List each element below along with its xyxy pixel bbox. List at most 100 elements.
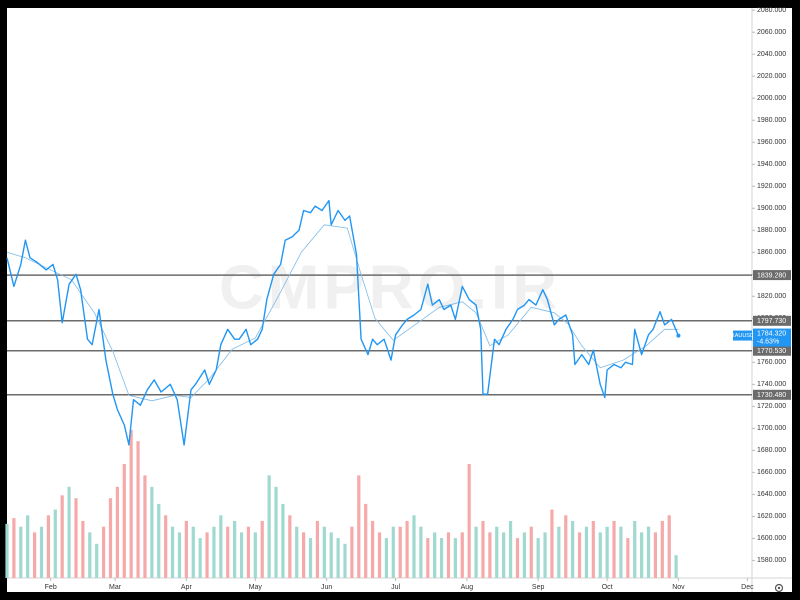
volume-bar xyxy=(626,538,630,578)
volume-bar xyxy=(157,503,161,578)
volume-bar xyxy=(488,532,492,578)
volume-bar xyxy=(377,532,382,578)
volume-bar xyxy=(412,515,416,578)
volume-bar xyxy=(598,532,602,578)
volume-bar xyxy=(322,526,326,578)
volume-bar xyxy=(302,532,306,578)
volume-bar xyxy=(253,532,257,578)
y-tick-label: 2000.000 xyxy=(757,95,786,102)
settings-icon[interactable] xyxy=(774,583,784,593)
y-tick-label: 1600.000 xyxy=(757,535,786,542)
y-tick-label: 1580.000 xyxy=(757,557,786,564)
level-label-box xyxy=(753,270,791,281)
volume-bar xyxy=(646,526,651,578)
volume-bar xyxy=(46,515,50,578)
y-tick-label: 1740.000 xyxy=(757,381,786,388)
volume-bar xyxy=(439,538,444,578)
volume-bar xyxy=(246,526,251,578)
x-tick-label: Oct xyxy=(602,584,613,591)
volume-bar xyxy=(550,509,554,578)
volume-bar xyxy=(26,515,30,578)
volume-bar xyxy=(460,532,464,578)
average-line xyxy=(6,224,679,402)
y-tick-label: 2020.000 xyxy=(757,73,786,80)
volume-bar xyxy=(260,521,264,578)
volume-bar xyxy=(640,532,644,578)
volume-bar xyxy=(522,532,526,578)
watermark: CMPRO.IR xyxy=(219,253,561,322)
price-line xyxy=(6,199,680,446)
volume-bar xyxy=(336,538,340,578)
volume-bar xyxy=(205,532,209,578)
level-label-box xyxy=(753,315,791,326)
y-tick-label: 2060.000 xyxy=(757,29,786,36)
volume-bar xyxy=(164,515,168,578)
y-tick-label: 1960.000 xyxy=(757,139,786,146)
x-tick-label: Apr xyxy=(181,584,193,591)
x-tick-label: Feb xyxy=(45,584,57,591)
volume-bar xyxy=(371,521,375,578)
volume-bar xyxy=(239,532,244,578)
gear-center[interactable] xyxy=(777,586,781,590)
volume-bar xyxy=(474,526,478,578)
x-tick-label: Nov xyxy=(672,584,685,591)
volume-bar xyxy=(233,521,237,578)
volume-bar xyxy=(357,475,361,578)
volume-bar xyxy=(32,532,37,578)
volume-bar xyxy=(150,486,154,578)
volume-bar xyxy=(508,521,513,578)
x-tick-label: Sep xyxy=(532,584,545,591)
volume-bar xyxy=(136,441,140,578)
volume-bar xyxy=(564,515,568,578)
gear[interactable] xyxy=(774,583,784,593)
volume-bar xyxy=(398,526,402,578)
volume-bar xyxy=(67,486,71,578)
y-tick-label: 1640.000 xyxy=(757,491,786,498)
volume-bar xyxy=(19,526,23,578)
volume-bar xyxy=(536,538,540,578)
level-label: 1770.530 xyxy=(757,348,786,355)
volume-bar xyxy=(467,464,471,578)
y-tick-label: 1700.000 xyxy=(757,425,786,432)
volume-bar xyxy=(95,543,99,578)
y-tick-label: 1980.000 xyxy=(757,117,786,124)
y-tick-label: 1900.000 xyxy=(757,205,786,212)
volume-bar xyxy=(12,518,16,578)
volume-bar xyxy=(274,486,278,578)
x-tick-label: Aug xyxy=(461,584,474,591)
volume-bar xyxy=(308,538,313,578)
volume-bar xyxy=(122,464,126,578)
volume-bar xyxy=(405,521,409,578)
volume-bar xyxy=(633,521,637,578)
level-label: 1730.480 xyxy=(757,392,786,399)
volume-bar xyxy=(212,526,216,578)
y-tick-label: 1860.000 xyxy=(757,249,786,256)
x-tick-label: Dec xyxy=(741,584,754,591)
volume-bar xyxy=(191,526,195,578)
volume-bar xyxy=(384,538,388,578)
volume-bar xyxy=(591,521,595,578)
volume-bar xyxy=(364,503,368,578)
y-tick-label: 1680.000 xyxy=(757,447,786,454)
volume-bar xyxy=(101,526,106,578)
volume-bar xyxy=(584,526,589,578)
symbol-box xyxy=(733,330,752,341)
volume-bar xyxy=(515,538,520,578)
volume-bar xyxy=(653,532,658,578)
volume-bar xyxy=(612,521,616,578)
volume-bar xyxy=(426,538,430,578)
y-tick-label: 2080.000 xyxy=(757,7,786,14)
volume-bar xyxy=(453,538,457,578)
y-tick-label: 1940.000 xyxy=(757,161,786,168)
level-label: 1797.730 xyxy=(757,318,786,325)
volume-bar xyxy=(226,526,230,578)
volume-bar xyxy=(281,503,285,578)
volume-bar xyxy=(667,515,671,578)
volume-bar xyxy=(177,532,182,578)
y-tick-label: 1620.000 xyxy=(757,513,786,520)
volume-bar xyxy=(108,498,113,578)
y-tick-label: 1720.000 xyxy=(757,403,786,410)
volume-bar xyxy=(60,495,64,578)
